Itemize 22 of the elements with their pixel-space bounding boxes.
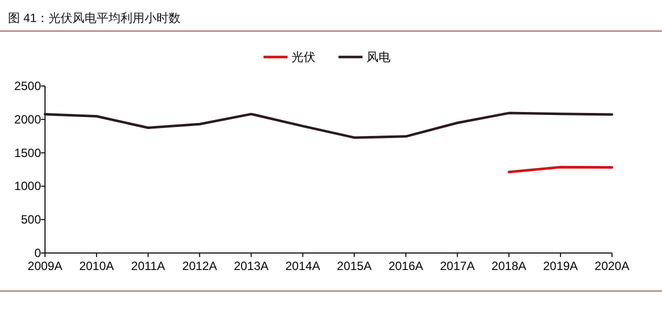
x-tick-label: 2020A (594, 259, 630, 273)
x-tick-label: 2010A (79, 259, 114, 273)
x-tick-label: 2019A (543, 259, 578, 273)
x-tick-label: 2013A (234, 259, 269, 273)
x-tick-label: 2017A (440, 259, 475, 273)
y-tick-label: 0 (34, 246, 42, 260)
y-tick-label: 1500 (14, 146, 42, 160)
x-tick-label: 2009A (28, 259, 62, 273)
y-tick-label: 2000 (14, 112, 42, 126)
y-tick-label: 1000 (14, 179, 42, 194)
line-series (44, 112, 614, 139)
legend-label: 风电 (366, 50, 390, 64)
x-tick-label: 2016A (388, 259, 424, 273)
y-tick-label: 2500 (14, 79, 42, 93)
legend-label: 光伏 (292, 50, 316, 64)
y-tick-label: 500 (20, 212, 42, 227)
x-tick-label: 2011A (131, 259, 165, 273)
x-tick-label: 2014A (285, 259, 320, 273)
chart-title: 图 41：光伏风电平均利用小时数 (8, 11, 181, 25)
x-tick-label: 2015A (336, 259, 372, 273)
x-tick-label: 2018A (492, 259, 526, 273)
x-tick-label: 2012A (182, 259, 217, 273)
